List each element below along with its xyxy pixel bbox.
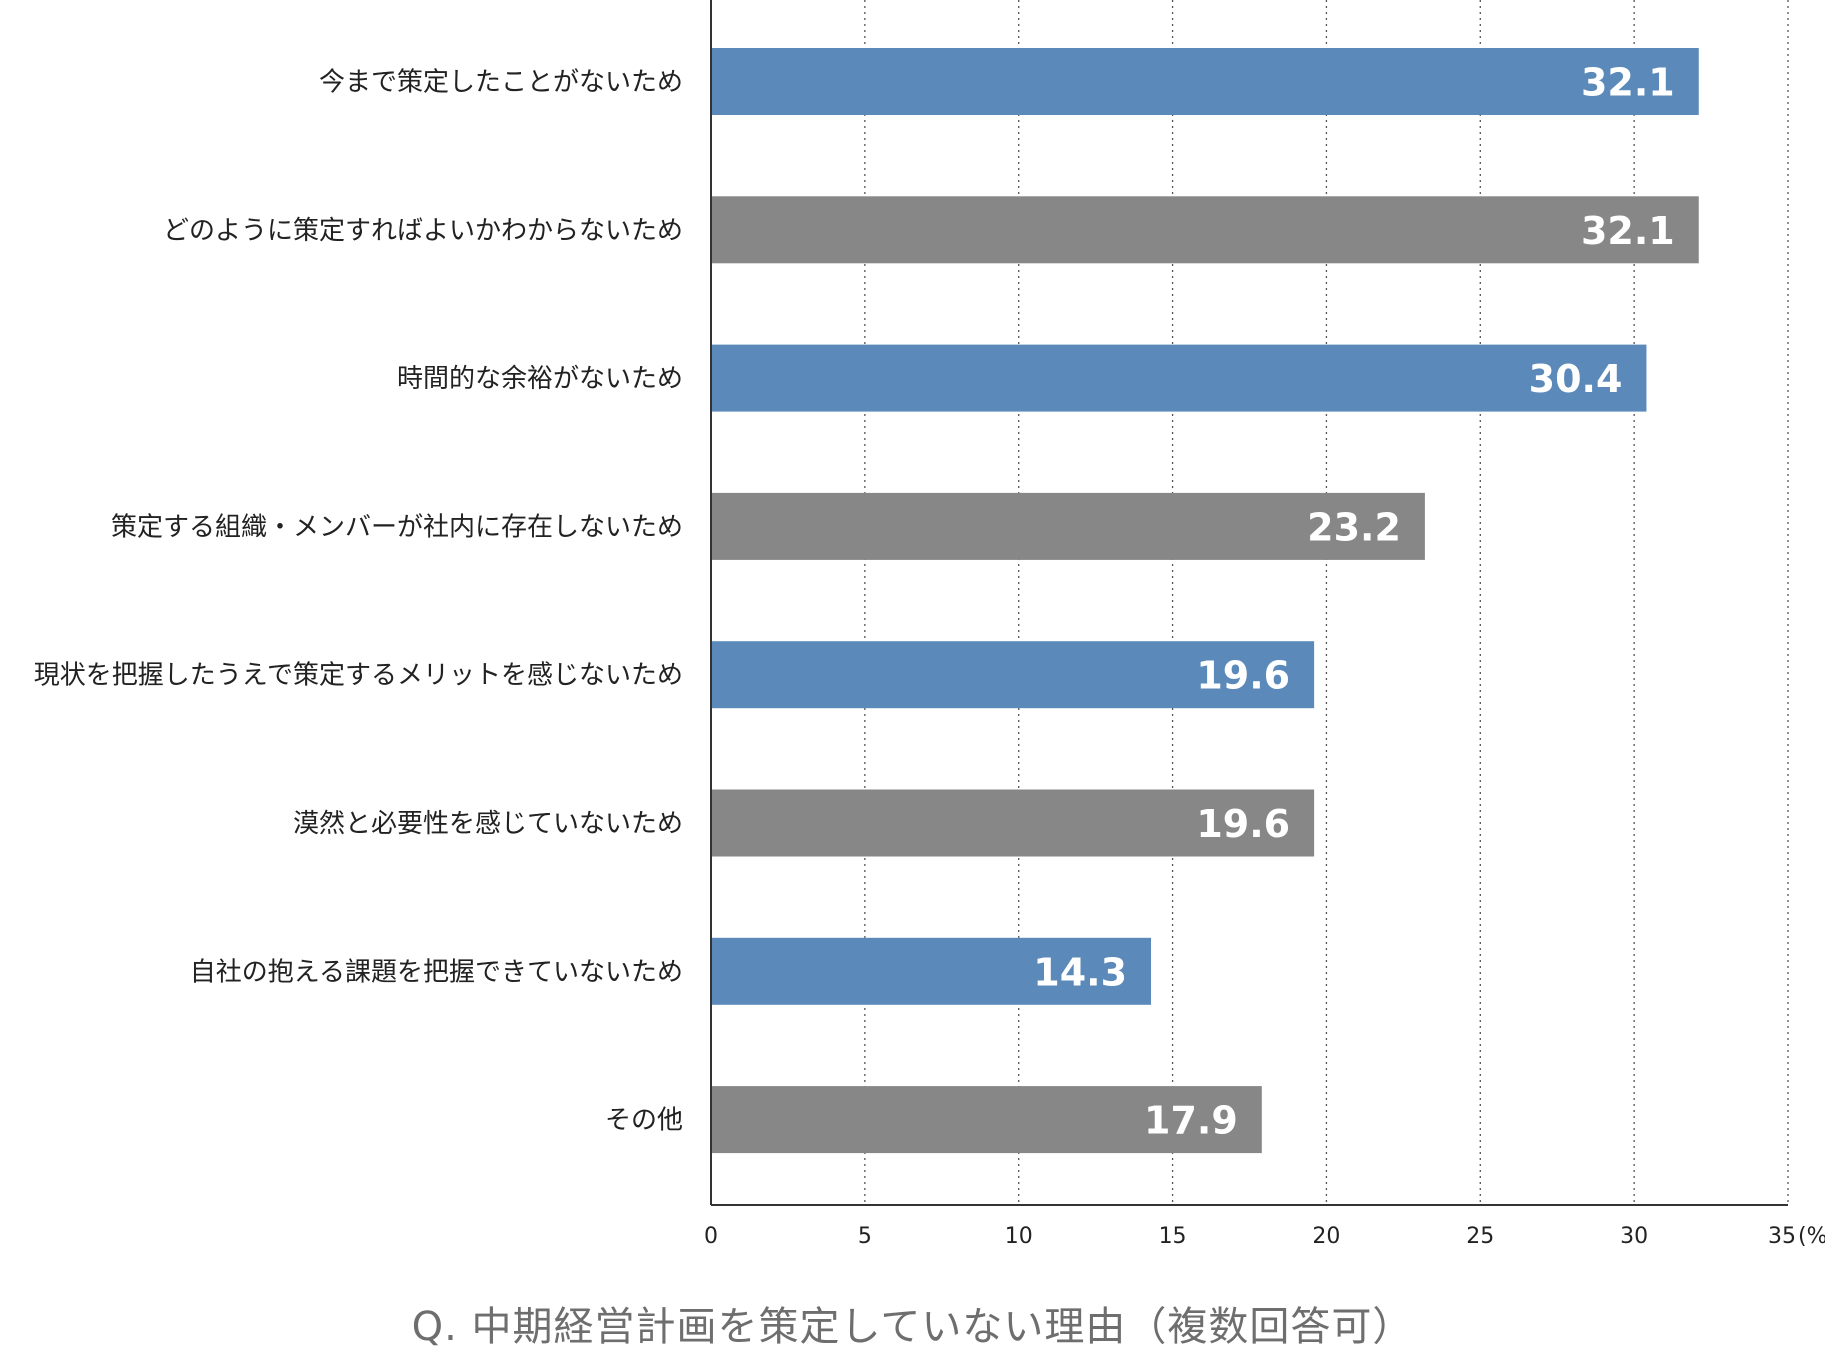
- x-tick-label-0: 0: [704, 1224, 718, 1249]
- bar-2: [711, 196, 1699, 264]
- bar-8: [711, 1086, 1262, 1154]
- x-tick-label-30: 30: [1620, 1224, 1648, 1249]
- tick-labels: 0 5 10 15 20 25 30 35(%): [704, 1224, 1825, 1249]
- grid-lines: [864, 0, 1789, 1205]
- bar-7: [711, 937, 1152, 1005]
- x-tick-label-5: 5: [858, 1224, 872, 1249]
- chart-title: Q. 中期経営計画を策定していない理由（複数回答可）: [411, 1304, 1414, 1350]
- x-tick-label-20: 20: [1312, 1224, 1340, 1249]
- category-label-7: 自社の抱える課題を把握できていないため: [190, 957, 683, 987]
- category-labels: 今まで策定したことがないためどのように策定すればよいかわからないため時間的な余裕…: [34, 68, 683, 1136]
- bar-6: [711, 789, 1315, 857]
- category-label-3: 時間的な余裕がないため: [397, 364, 683, 394]
- category-label-5: 現状を把握したうえで策定するメリットを感じないため: [34, 661, 683, 691]
- category-label-4: 策定する組織・メンバーが社内に存在しないため: [111, 512, 683, 542]
- bars: [711, 48, 1699, 1154]
- x-tick-label-15: 15: [1159, 1224, 1187, 1249]
- x-unit-label: (%): [1798, 1224, 1825, 1249]
- value-label-3: 30.4: [1529, 357, 1623, 401]
- bar-1: [711, 48, 1699, 115]
- value-label-2: 32.1: [1581, 209, 1675, 253]
- value-label-8: 17.9: [1144, 1099, 1238, 1143]
- value-label-6: 19.6: [1196, 802, 1290, 846]
- bar-4: [711, 492, 1425, 560]
- x-tick-label-35: 35: [1768, 1224, 1796, 1249]
- category-label-1: 今まで策定したことがないため: [319, 68, 683, 98]
- value-label-4: 23.2: [1307, 505, 1401, 549]
- bar-3: [711, 344, 1647, 412]
- value-label-5: 19.6: [1196, 654, 1290, 698]
- x-tick-label-25: 25: [1466, 1224, 1494, 1249]
- x-tick-label-10: 10: [1005, 1224, 1033, 1249]
- value-labels: 32.1 32.1 30.4 23.2 19.6 19.6 14.3 17.9: [1033, 61, 1674, 1143]
- category-label-6: 漠然と必要性を感じていないため: [293, 809, 683, 839]
- value-label-7: 14.3: [1033, 950, 1127, 994]
- axes: [710, 0, 1788, 1206]
- category-label-2: どのように策定すればよいかわからないため: [163, 216, 683, 246]
- bar-5: [711, 641, 1315, 709]
- value-label-1: 32.1: [1581, 61, 1675, 105]
- bar-chart: 今まで策定したことがないためどのように策定すればよいかわからないため時間的な余裕…: [34, 0, 1825, 1249]
- category-label-8: その他: [605, 1106, 683, 1136]
